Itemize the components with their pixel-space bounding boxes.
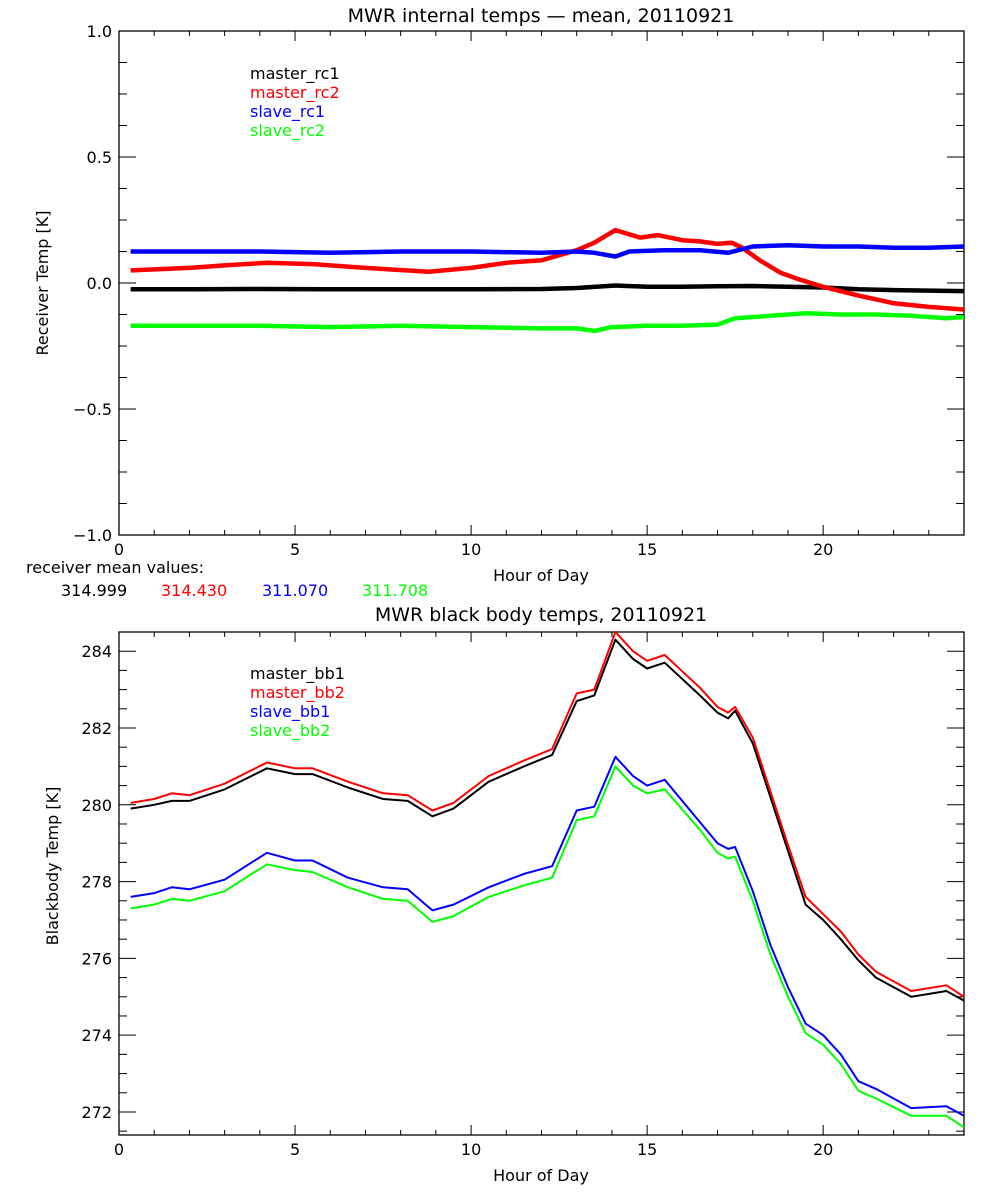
legend-entry: master_rc1 bbox=[250, 64, 340, 84]
series-line-slave-rc2 bbox=[130, 310, 965, 334]
receiver-mean-value: 311.070 bbox=[262, 581, 328, 600]
y-tick-label: −0.5 bbox=[73, 400, 112, 419]
y-tick-label: 276 bbox=[81, 949, 112, 968]
legend-entry: slave_rc1 bbox=[250, 102, 325, 122]
series-line-master-rc2 bbox=[130, 227, 965, 312]
x-tick-label: 15 bbox=[637, 540, 657, 559]
y-axis-label: Receiver Temp [K] bbox=[33, 210, 52, 355]
receiver-mean-value: 314.999 bbox=[61, 581, 127, 600]
x-axis-label: Hour of Day bbox=[493, 566, 589, 585]
y-ticks bbox=[119, 631, 964, 1132]
series-line-slave-bb2 bbox=[130, 765, 965, 1129]
plot-frame bbox=[118, 30, 965, 536]
x-ticks bbox=[118, 632, 965, 1135]
x-tick-label: 10 bbox=[461, 1140, 481, 1159]
x-tick-labels: 0 5 10 15 20 bbox=[114, 540, 833, 559]
x-tick-label: 15 bbox=[637, 1140, 657, 1159]
x-tick-label: 10 bbox=[461, 540, 481, 559]
y-tick-label: 274 bbox=[81, 1026, 112, 1045]
x-ticks bbox=[118, 31, 965, 535]
y-tick-label: 282 bbox=[81, 719, 112, 738]
receiver-temp-plot: MWR internal temps — mean, 20110921 0 5 10… bbox=[33, 5, 965, 585]
x-tick-labels: 0 5 10 15 20 bbox=[114, 1140, 833, 1159]
x-tick-label: 20 bbox=[813, 540, 833, 559]
series-line-master-bb2 bbox=[130, 631, 965, 998]
y-tick-label: 0.5 bbox=[87, 148, 112, 167]
receiver-mean-label: receiver mean values: bbox=[26, 558, 204, 577]
receiver-mean-values: receiver mean values: 314.999 314.430 31… bbox=[26, 558, 428, 600]
x-tick-label: 20 bbox=[813, 1140, 833, 1159]
y-tick-labels: 272 274 276 278 280 282 284 bbox=[81, 642, 112, 1122]
receiver-mean-value: 314.430 bbox=[161, 581, 227, 600]
series-lines bbox=[130, 227, 965, 334]
x-tick-label: 0 bbox=[114, 1140, 124, 1159]
y-tick-labels: −1.0 −0.5 0.0 0.5 1.0 bbox=[73, 22, 112, 545]
legend-entry: master_bb2 bbox=[250, 683, 345, 703]
y-tick-label: 278 bbox=[81, 873, 112, 892]
y-tick-label: 284 bbox=[81, 642, 112, 661]
y-tick-label: 0.0 bbox=[87, 274, 112, 293]
plot-title: MWR internal temps — mean, 20110921 bbox=[348, 5, 735, 27]
x-tick-label: 5 bbox=[290, 1140, 300, 1159]
series-line-slave-bb1 bbox=[130, 755, 965, 1117]
receiver-mean-value: 311.708 bbox=[362, 581, 428, 600]
y-tick-label: −1.0 bbox=[73, 526, 112, 545]
legend-entry: slave_rc2 bbox=[250, 121, 325, 141]
legend-entry: master_rc2 bbox=[250, 83, 340, 103]
x-tick-label: 0 bbox=[114, 540, 124, 559]
series-lines bbox=[130, 631, 965, 1129]
series-line-master-rc1 bbox=[130, 283, 965, 294]
legend-entry: slave_bb2 bbox=[250, 721, 330, 741]
y-tick-label: 1.0 bbox=[87, 22, 112, 41]
legend-entry: master_bb1 bbox=[250, 664, 345, 684]
series-line-master-bb1 bbox=[130, 638, 965, 1002]
y-tick-label: 272 bbox=[81, 1103, 112, 1122]
series-line-slave-rc1 bbox=[130, 242, 965, 259]
y-tick-label: 280 bbox=[81, 796, 112, 815]
x-tick-label: 5 bbox=[290, 540, 300, 559]
y-axis-label: Blackbody Temp [K] bbox=[43, 787, 62, 946]
plot-title: MWR black body temps, 20110921 bbox=[375, 604, 707, 626]
blackbody-temp-plot: MWR black body temps, 20110921 0 5 10 15 20 … bbox=[43, 604, 965, 1185]
x-axis-label: Hour of Day bbox=[493, 1166, 589, 1185]
legend-entry: slave_bb1 bbox=[250, 702, 330, 722]
y-ticks bbox=[119, 30, 964, 536]
